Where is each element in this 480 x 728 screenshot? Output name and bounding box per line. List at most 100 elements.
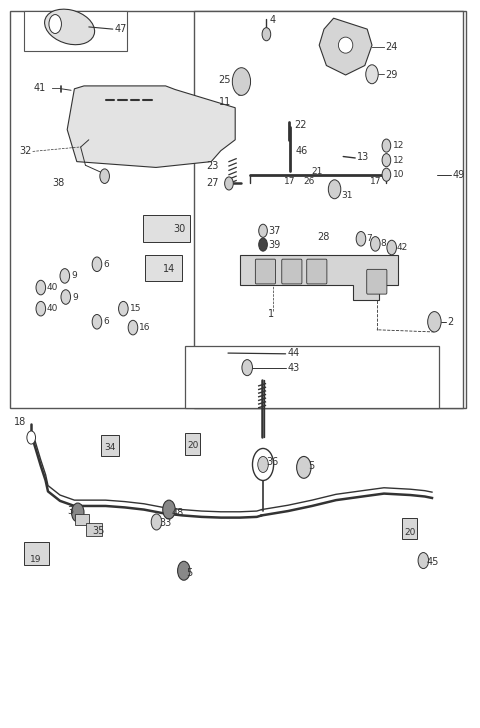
Text: 44: 44 [288, 348, 300, 358]
Circle shape [242, 360, 252, 376]
Circle shape [262, 28, 271, 41]
Text: 27: 27 [206, 178, 218, 189]
Circle shape [178, 561, 190, 580]
Circle shape [92, 257, 102, 272]
FancyBboxPatch shape [367, 269, 387, 294]
FancyBboxPatch shape [143, 215, 190, 242]
Circle shape [72, 503, 84, 522]
Text: 16: 16 [139, 323, 151, 332]
Circle shape [61, 290, 71, 304]
Circle shape [297, 456, 311, 478]
Circle shape [36, 280, 46, 295]
Text: 35: 35 [92, 526, 105, 537]
Circle shape [366, 65, 378, 84]
Text: 12: 12 [393, 156, 404, 165]
Circle shape [27, 431, 36, 444]
Circle shape [232, 68, 251, 95]
Circle shape [418, 553, 429, 569]
Circle shape [356, 232, 366, 246]
Text: 17: 17 [370, 178, 381, 186]
Circle shape [382, 154, 391, 167]
Ellipse shape [45, 9, 95, 44]
FancyBboxPatch shape [10, 11, 466, 408]
Text: 12: 12 [393, 141, 404, 150]
Circle shape [328, 180, 341, 199]
Text: 21: 21 [311, 167, 323, 175]
Text: 39: 39 [269, 240, 281, 250]
Text: 15: 15 [130, 304, 141, 313]
Text: 29: 29 [385, 70, 397, 80]
Text: 4: 4 [270, 15, 276, 25]
Text: 1: 1 [268, 309, 274, 320]
Circle shape [258, 456, 268, 472]
Circle shape [92, 314, 102, 329]
Circle shape [49, 15, 61, 33]
Circle shape [259, 238, 267, 251]
FancyBboxPatch shape [24, 11, 127, 51]
Circle shape [382, 139, 391, 152]
Text: 25: 25 [218, 75, 231, 85]
Text: 22: 22 [294, 120, 306, 130]
Polygon shape [67, 86, 235, 167]
Circle shape [259, 224, 267, 237]
Text: 19: 19 [30, 555, 42, 563]
Text: 36: 36 [266, 457, 279, 467]
Text: 9: 9 [71, 272, 77, 280]
Text: 38: 38 [53, 178, 65, 189]
Text: 6: 6 [103, 260, 109, 269]
Text: 28: 28 [317, 232, 329, 242]
Polygon shape [319, 18, 372, 75]
Text: 26: 26 [303, 178, 315, 186]
FancyBboxPatch shape [255, 259, 276, 284]
Text: 8: 8 [380, 240, 386, 248]
Circle shape [100, 169, 109, 183]
Circle shape [382, 168, 391, 181]
Circle shape [163, 500, 175, 519]
Text: 10: 10 [393, 170, 404, 179]
Text: 42: 42 [396, 243, 408, 252]
Circle shape [428, 312, 441, 332]
Text: 17: 17 [284, 178, 296, 186]
Text: 2: 2 [447, 317, 454, 327]
FancyBboxPatch shape [75, 514, 89, 525]
Text: 49: 49 [452, 170, 465, 180]
FancyBboxPatch shape [307, 259, 327, 284]
Ellipse shape [338, 37, 353, 53]
FancyBboxPatch shape [101, 435, 119, 456]
Circle shape [225, 177, 233, 190]
Text: 23: 23 [206, 161, 218, 171]
Text: 37: 37 [269, 226, 281, 236]
FancyBboxPatch shape [282, 259, 302, 284]
Text: 3: 3 [67, 506, 73, 516]
Circle shape [371, 237, 380, 251]
Text: 48: 48 [172, 508, 184, 518]
Text: 45: 45 [426, 557, 439, 567]
Text: 40: 40 [47, 304, 59, 313]
FancyBboxPatch shape [402, 518, 417, 539]
Text: 14: 14 [163, 264, 176, 274]
Text: 47: 47 [114, 24, 127, 34]
FancyBboxPatch shape [185, 346, 439, 408]
Text: 7: 7 [366, 234, 372, 243]
Text: 43: 43 [288, 363, 300, 373]
Text: 6: 6 [103, 317, 109, 326]
Text: 5: 5 [186, 568, 192, 578]
Text: 11: 11 [218, 97, 231, 107]
FancyBboxPatch shape [145, 255, 182, 281]
Text: 20: 20 [188, 441, 199, 450]
Text: 9: 9 [72, 293, 78, 301]
Text: 18: 18 [14, 417, 26, 427]
Text: 30: 30 [174, 224, 186, 234]
FancyBboxPatch shape [185, 433, 200, 455]
Text: 20: 20 [405, 529, 416, 537]
Text: 40: 40 [47, 283, 59, 292]
FancyBboxPatch shape [194, 11, 463, 408]
Circle shape [252, 448, 274, 480]
Circle shape [36, 301, 46, 316]
FancyBboxPatch shape [86, 523, 102, 536]
Text: 46: 46 [295, 146, 308, 157]
Text: 41: 41 [34, 83, 46, 93]
Polygon shape [240, 255, 398, 300]
Text: 13: 13 [357, 152, 369, 162]
Text: 33: 33 [159, 518, 172, 529]
